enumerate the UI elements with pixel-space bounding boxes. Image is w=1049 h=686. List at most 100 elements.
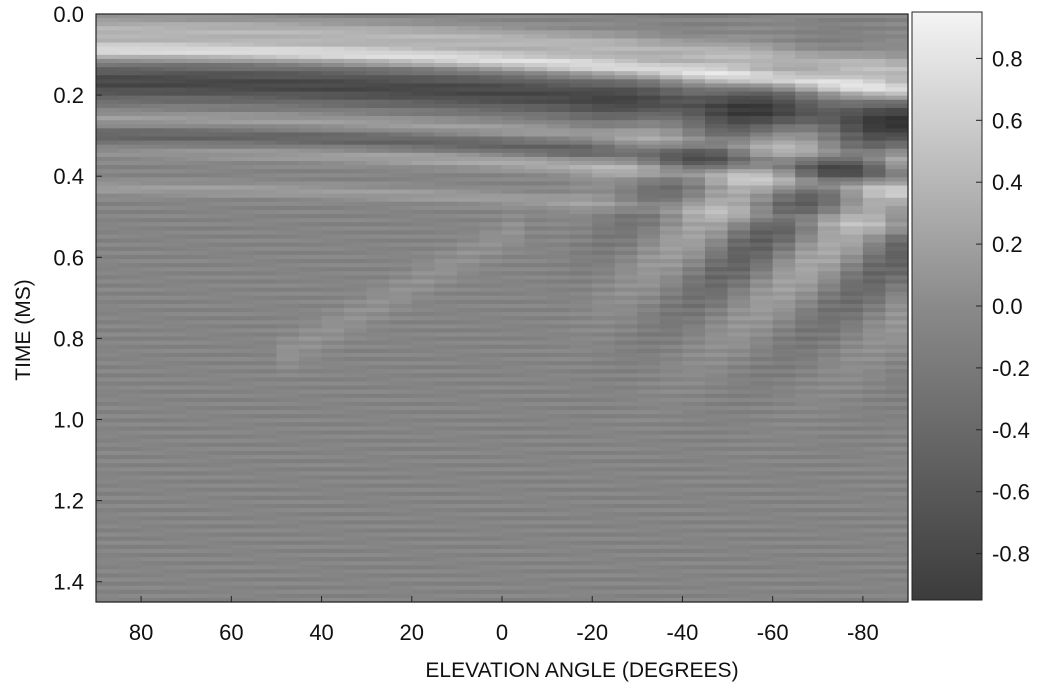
heatmap-cell <box>547 385 571 391</box>
heatmap-cell <box>118 34 142 40</box>
heatmap-cell <box>253 471 278 477</box>
heatmap-cell <box>434 283 458 289</box>
heatmap-cell <box>163 287 187 293</box>
heatmap-cell <box>276 344 300 350</box>
heatmap-cell <box>682 597 706 603</box>
heatmap-cell <box>547 369 571 374</box>
heatmap-cell <box>163 120 187 125</box>
heatmap-cell <box>118 291 142 297</box>
heatmap-cell <box>817 42 841 48</box>
heatmap-cell <box>750 569 774 575</box>
heatmap-cell <box>862 406 887 411</box>
heatmap-cell <box>389 148 413 154</box>
heatmap-cell <box>253 524 278 530</box>
heatmap-cell <box>456 585 481 591</box>
heatmap-cell <box>456 324 481 330</box>
heatmap-cell <box>231 332 255 338</box>
heatmap-cell <box>592 291 616 297</box>
heatmap-cell <box>637 222 661 227</box>
heatmap-cell <box>163 99 187 105</box>
heatmap-cell <box>366 422 390 428</box>
heatmap-cell <box>344 112 368 117</box>
heatmap-cell <box>659 540 684 546</box>
heatmap-cell <box>682 161 706 166</box>
heatmap-cell <box>502 116 526 121</box>
heatmap-cell <box>659 508 684 513</box>
heatmap-cell <box>795 434 819 440</box>
heatmap-cell <box>569 259 593 264</box>
heatmap-cell <box>321 418 345 423</box>
heatmap-cell <box>547 173 571 178</box>
heatmap-cell <box>795 230 819 236</box>
heatmap-cell <box>276 504 300 509</box>
heatmap-cell <box>344 140 368 146</box>
heatmap-cell <box>637 569 661 575</box>
heatmap-cell <box>479 169 503 174</box>
heatmap-cell <box>389 487 413 493</box>
heatmap-cell <box>276 91 300 97</box>
heatmap-cell <box>253 218 278 223</box>
heatmap-cell <box>659 165 684 170</box>
heatmap-cell <box>366 414 390 419</box>
heatmap-cell <box>547 87 571 93</box>
heatmap-cell <box>750 201 774 207</box>
heatmap-cell <box>524 112 548 117</box>
heatmap-cell <box>141 577 165 583</box>
heatmap-cell <box>682 348 706 354</box>
heatmap-cell <box>705 361 729 366</box>
heatmap-cell <box>231 132 255 138</box>
heatmap-cell <box>231 442 255 448</box>
heatmap-cell <box>817 442 841 448</box>
heatmap-cell <box>253 516 278 521</box>
heatmap-cell <box>118 26 142 31</box>
heatmap-cell <box>592 173 616 178</box>
heatmap-cell <box>524 271 548 276</box>
heatmap-cell <box>456 463 481 468</box>
heatmap-cell <box>772 442 796 448</box>
heatmap-cell <box>772 99 796 105</box>
heatmap-cell <box>502 336 526 342</box>
heatmap-cell <box>862 22 887 27</box>
heatmap-cell <box>411 197 435 203</box>
heatmap-cell <box>141 18 165 23</box>
heatmap-cell <box>547 210 571 215</box>
heatmap-cell <box>592 516 616 521</box>
heatmap-cell <box>772 34 796 40</box>
heatmap-cell <box>479 116 503 121</box>
heatmap-cell <box>231 263 255 268</box>
heatmap-cell <box>817 165 841 170</box>
heatmap-cell <box>840 197 864 203</box>
heatmap-cell <box>592 165 616 170</box>
heatmap-cell <box>682 312 706 317</box>
heatmap-cell <box>231 381 255 387</box>
heatmap-cell <box>569 332 593 338</box>
heatmap-cell <box>795 46 819 52</box>
heatmap-cell <box>96 585 120 591</box>
heatmap-cell <box>366 410 390 415</box>
heatmap-cell <box>163 479 187 485</box>
heatmap-cell <box>389 201 413 207</box>
heatmap-cell <box>840 357 864 362</box>
heatmap-cell <box>840 283 864 289</box>
heatmap-cell <box>705 201 729 207</box>
heatmap-cell <box>795 83 819 89</box>
heatmap-cell <box>321 63 345 68</box>
heatmap-cell <box>96 414 120 419</box>
heatmap-cell <box>637 426 661 432</box>
heatmap-cell <box>614 299 638 305</box>
heatmap-cell <box>208 185 232 191</box>
heatmap-cell <box>592 361 616 366</box>
heatmap-cell <box>614 279 638 285</box>
heatmap-cell <box>163 320 187 325</box>
heatmap-cell <box>411 95 435 101</box>
heatmap-cell <box>547 373 571 379</box>
heatmap-cell <box>524 22 548 27</box>
heatmap-cell <box>366 79 390 85</box>
heatmap-cell <box>389 528 413 534</box>
heatmap-cell <box>456 524 481 530</box>
heatmap-cell <box>479 128 503 134</box>
heatmap-cell <box>727 512 751 517</box>
heatmap-cell <box>479 152 503 158</box>
heatmap-cell <box>569 499 593 505</box>
heatmap-cell <box>456 569 481 575</box>
